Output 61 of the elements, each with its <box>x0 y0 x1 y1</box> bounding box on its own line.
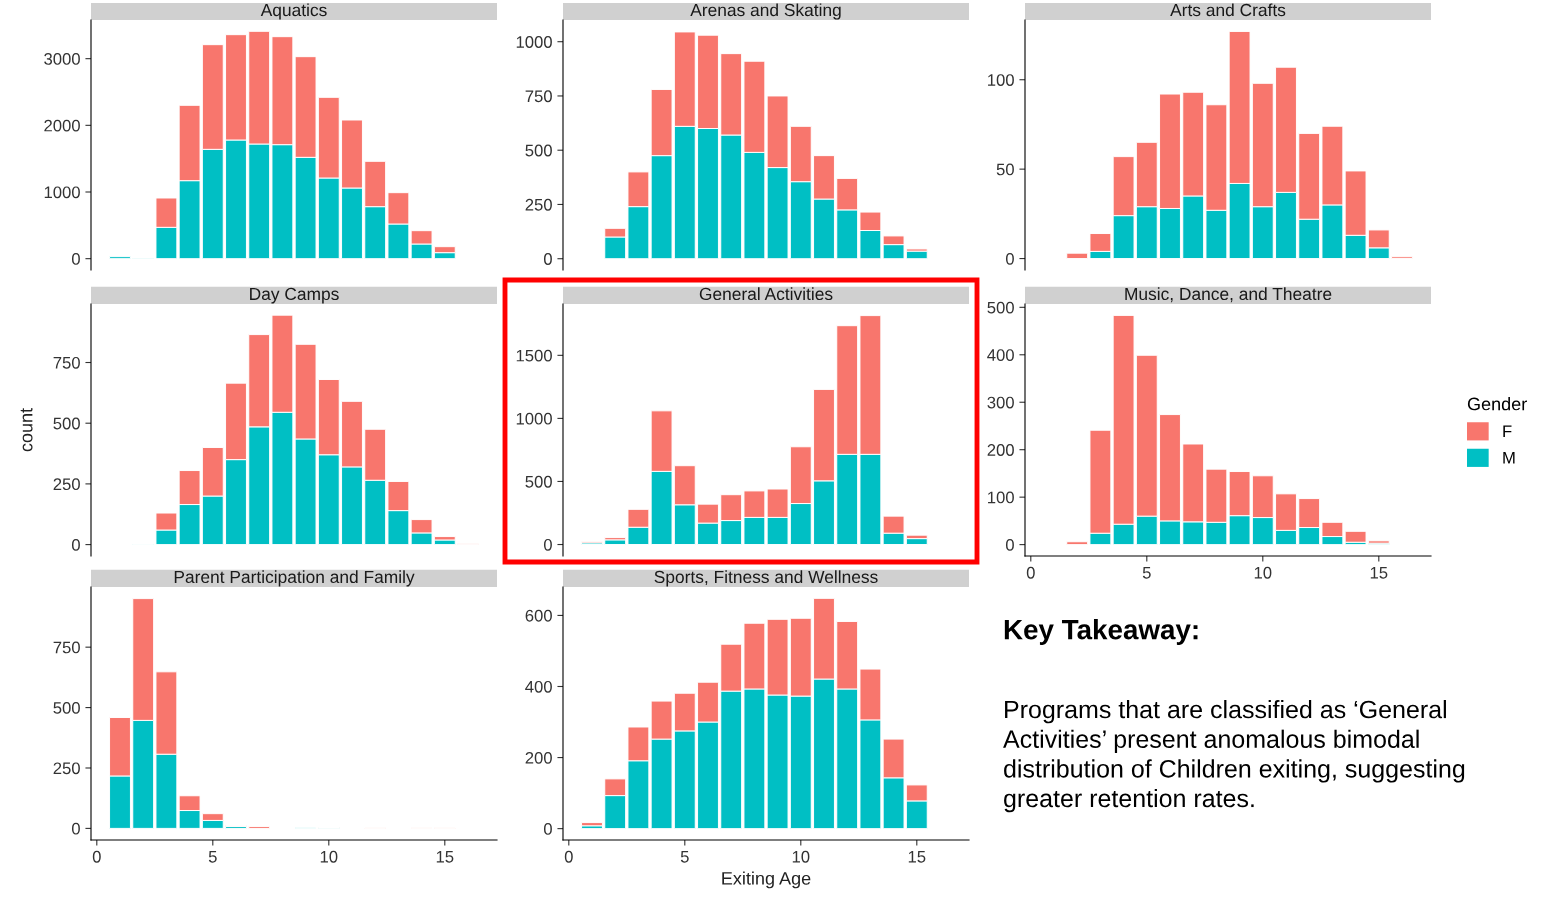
y-tick-label: 500 <box>525 475 552 488</box>
y-tick-label: 0 <box>71 253 80 265</box>
y-tick-label: 100 <box>988 74 1014 86</box>
y-tick-label: 0 <box>1005 252 1014 265</box>
y-tick-label: 750 <box>53 356 80 369</box>
y-tick-label: 250 <box>53 478 80 491</box>
chart-title: Parent Participation and Family <box>174 570 415 587</box>
x-tick-label: 10 <box>792 850 810 863</box>
y-tick-label: 1000 <box>44 186 80 199</box>
text: Key Takeaway: <box>1004 619 1198 645</box>
chart-title: Aquatics <box>260 3 327 20</box>
y-tick-label: 200 <box>525 751 552 764</box>
legend-title: Gender <box>1467 397 1527 411</box>
x-axis-title: Exiting Age <box>722 871 811 889</box>
y-tick-label: 400 <box>987 349 1014 361</box>
y-tick-label: 500 <box>525 144 552 157</box>
y-tick-label: 600 <box>525 609 552 622</box>
y-tick-label: 1000 <box>516 412 552 425</box>
y-tick-label: 250 <box>53 762 80 775</box>
y-tick-label: 2000 <box>44 119 80 132</box>
y-tick-label: 0 <box>1005 539 1014 551</box>
y-tick-label: 400 <box>525 680 552 693</box>
y-tick-label: 500 <box>987 301 1014 314</box>
x-tick-label: 15 <box>908 851 926 863</box>
x-tick-label: 5 <box>1142 567 1151 579</box>
x-tick-label: 15 <box>1370 567 1388 579</box>
y-tick-label: 750 <box>525 90 552 103</box>
y-tick-label: 0 <box>71 822 80 835</box>
chart-title: Music, Dance, and Theatre <box>1125 287 1332 303</box>
y-tick-label: 0 <box>71 538 80 551</box>
legend-label: M <box>1503 451 1515 464</box>
text: Programs that are classified as ‘General Activities’ present anomalous bimodal distribution of Children exiting, suggesting greater retention rates. <box>1003 700 1465 813</box>
y-tick-label: 250 <box>525 198 552 211</box>
y-tick-label: 3000 <box>44 53 80 65</box>
chart-title: Sports, Fitness and Wellness <box>654 570 878 587</box>
x-tick-label: 0 <box>92 850 101 863</box>
y-tick-label: 200 <box>987 444 1014 456</box>
y-tick-label: 0 <box>543 823 552 835</box>
y-axis-title: count <box>20 408 33 452</box>
x-tick-label: 0 <box>564 850 573 863</box>
y-tick-label: 1000 <box>516 36 552 48</box>
chart-title: General Activities <box>699 287 833 301</box>
x-tick-label: 0 <box>1026 566 1035 579</box>
y-tick-label: 100 <box>988 491 1014 504</box>
x-tick-label: 10 <box>320 850 338 863</box>
chart-title: Day Camps <box>250 287 339 304</box>
y-tick-label: 0 <box>543 538 552 551</box>
y-tick-label: 0 <box>543 253 552 265</box>
chart-title: Arts and Crafts <box>1170 3 1286 17</box>
chart-title: Arenas and Skating <box>690 3 841 20</box>
y-tick-label: 750 <box>53 641 80 654</box>
legend-label: F <box>1503 425 1512 437</box>
x-tick-label: 10 <box>1254 566 1272 579</box>
y-tick-label: 500 <box>53 417 80 430</box>
y-tick-label: 1500 <box>516 349 552 362</box>
y-tick-label: 500 <box>53 701 80 714</box>
x-tick-label: 5 <box>680 851 689 863</box>
y-tick-label: 50 <box>996 163 1014 176</box>
y-tick-label: 300 <box>987 396 1014 409</box>
x-tick-label: 5 <box>208 851 217 863</box>
x-tick-label: 15 <box>436 851 454 863</box>
